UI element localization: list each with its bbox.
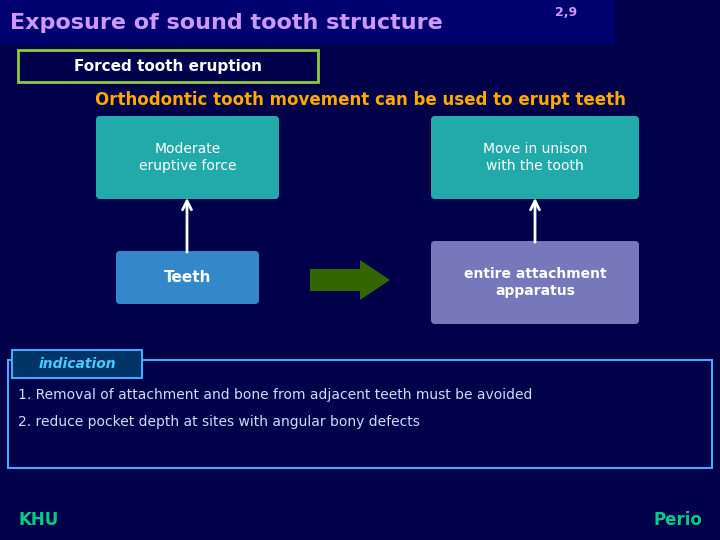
Text: Forced tooth eruption: Forced tooth eruption [74,58,262,73]
Text: indication: indication [38,357,116,371]
FancyBboxPatch shape [12,350,142,378]
Text: Orthodontic tooth movement can be used to erupt teeth: Orthodontic tooth movement can be used t… [94,91,626,109]
FancyArrow shape [310,260,390,300]
Text: 2,9: 2,9 [555,6,577,19]
FancyBboxPatch shape [18,50,318,82]
FancyBboxPatch shape [431,116,639,199]
FancyBboxPatch shape [96,116,279,199]
Text: Exposure of sound tooth structure: Exposure of sound tooth structure [10,13,451,33]
Text: 2. reduce pocket depth at sites with angular bony defects: 2. reduce pocket depth at sites with ang… [18,415,420,429]
Text: entire attachment
apparatus: entire attachment apparatus [464,267,606,298]
FancyBboxPatch shape [0,0,615,45]
Text: 1. Removal of attachment and bone from adjacent teeth must be avoided: 1. Removal of attachment and bone from a… [18,388,532,402]
FancyBboxPatch shape [431,241,639,324]
Text: KHU: KHU [18,511,58,529]
FancyBboxPatch shape [8,360,712,468]
FancyBboxPatch shape [116,251,259,304]
Text: Perio: Perio [653,511,702,529]
Text: Moderate
eruptive force: Moderate eruptive force [139,143,236,173]
Text: Teeth: Teeth [163,270,211,285]
Text: Move in unison
with the tooth: Move in unison with the tooth [483,143,588,173]
